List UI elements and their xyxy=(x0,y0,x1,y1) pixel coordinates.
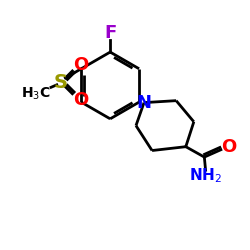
Text: S: S xyxy=(54,73,68,92)
Text: NH$_2$: NH$_2$ xyxy=(189,167,222,186)
Text: F: F xyxy=(104,24,116,42)
Text: O: O xyxy=(221,138,236,156)
Text: H$_3$C: H$_3$C xyxy=(22,86,51,102)
Text: O: O xyxy=(73,91,88,109)
Text: N: N xyxy=(136,94,152,112)
Text: O: O xyxy=(73,56,88,74)
